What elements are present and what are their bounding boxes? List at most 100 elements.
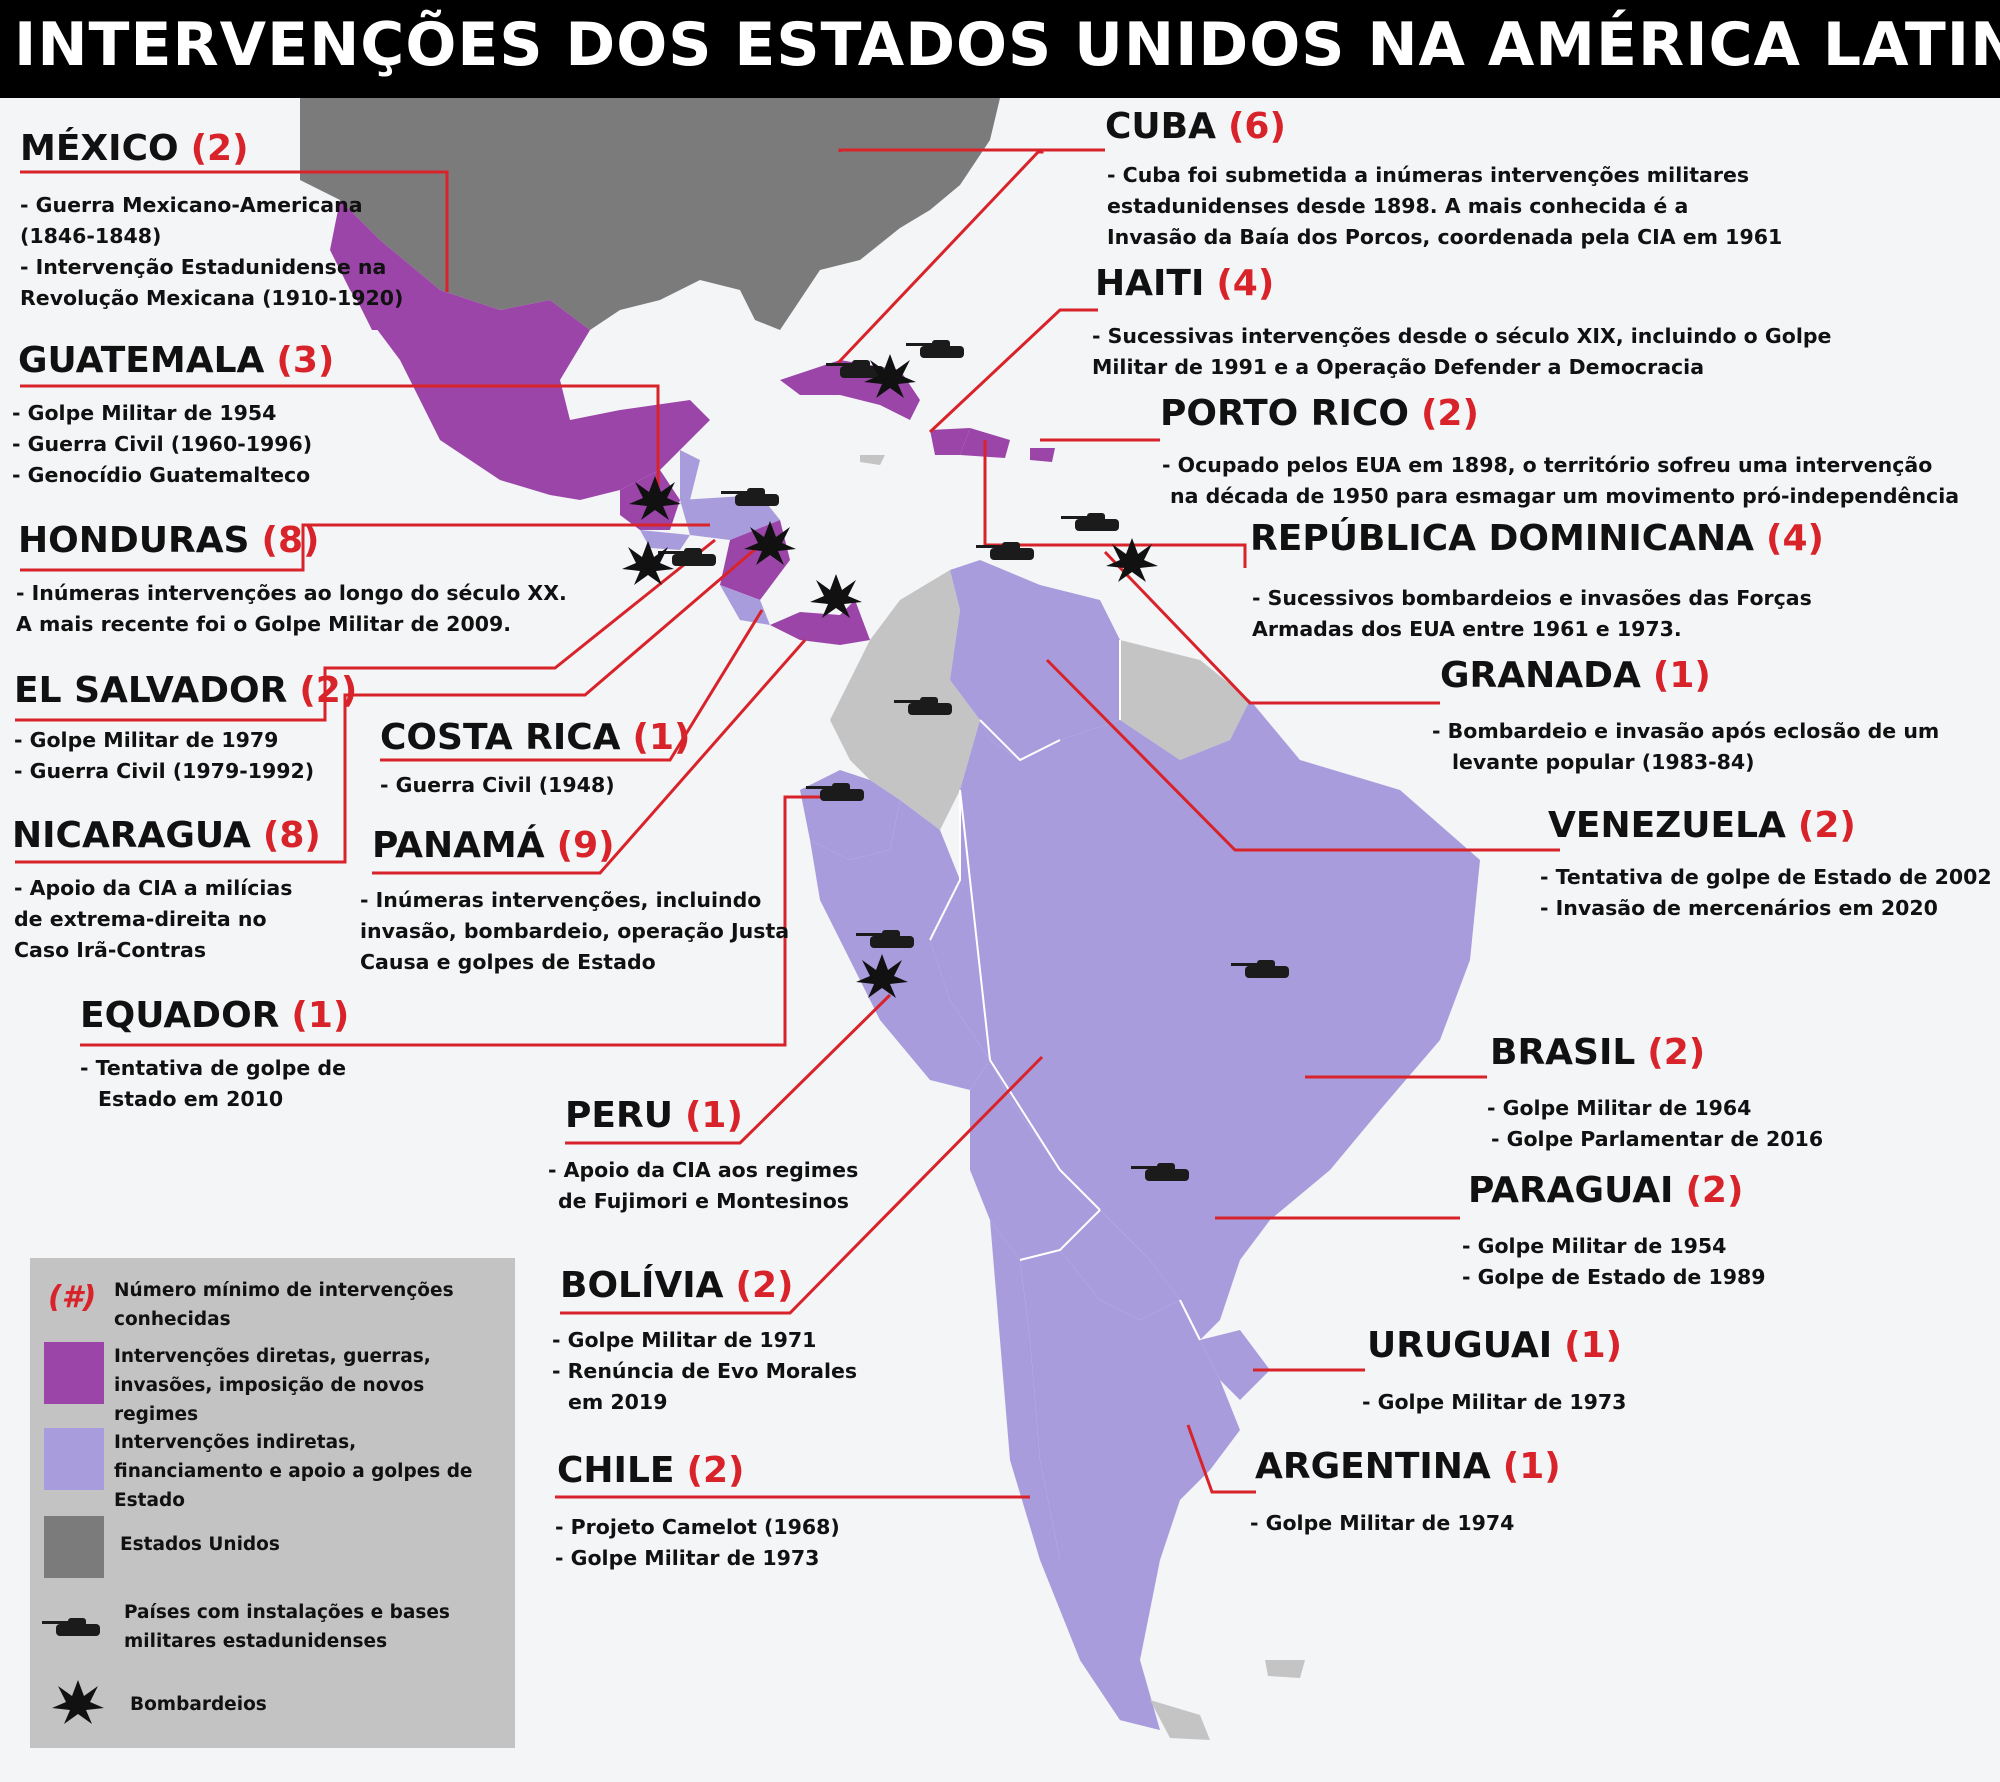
costarica-leader — [380, 609, 764, 762]
intervention-count: (2) — [1647, 1032, 1706, 1073]
description-line: - Apoio da CIA aos regimes — [548, 1158, 859, 1182]
country-borders — [929, 640, 1201, 1341]
country-name: BRASIL — [1490, 1032, 1636, 1073]
intervention-count: (1) — [1564, 1325, 1623, 1366]
description-line: - Golpe de Estado de 1989 — [1462, 1265, 1766, 1289]
label-chile: CHILE (2) — [557, 1450, 744, 1491]
country-name: HONDURAS — [18, 520, 250, 561]
intervention-count: (6) — [1227, 106, 1286, 147]
tank-icon — [42, 1618, 100, 1636]
tank-icon — [1131, 1163, 1189, 1181]
title-bar: INTERVENÇÕES DOS ESTADOS UNIDOS NA AMÉRI… — [0, 0, 2000, 98]
intervention-count: (1) — [291, 995, 350, 1036]
bolivia-region — [970, 1060, 1100, 1260]
label-peru: PERU (1) — [565, 1095, 743, 1136]
tank-icon — [856, 930, 914, 948]
description-line: - Golpe Militar de 1973 — [555, 1546, 820, 1570]
label-haiti: HAITI (4) — [1095, 263, 1274, 304]
description-line: - Golpe Parlamentar de 2016 — [1491, 1127, 1824, 1151]
country-name: CHILE — [557, 1450, 675, 1491]
baja-region — [335, 210, 385, 330]
description-line: - Golpe Militar de 1964 — [1487, 1096, 1752, 1120]
intervention-count: (3) — [276, 340, 335, 381]
label-bolivia: BOLÍVIA (2) — [560, 1265, 793, 1306]
intervention-count: (1) — [1502, 1446, 1561, 1487]
cuba-leader-2 — [836, 148, 1105, 365]
intervention-count: (1) — [632, 717, 691, 758]
description-mexico: - Guerra Mexicano-Americana (1846-1848) - … — [20, 190, 403, 314]
description-brasil: - Golpe Militar de 1964 - Golpe Parlament… — [1487, 1093, 1823, 1155]
description-nicaragua: - Apoio da CIA a milícias de extrema-dire… — [14, 873, 292, 966]
label-elsalvador: EL SALVADOR (2) — [14, 670, 357, 711]
country-name: HAITI — [1095, 263, 1205, 304]
intervention-count: (2) — [735, 1265, 794, 1306]
description-line: - Sucessivas intervenções desde o século… — [1092, 324, 1832, 348]
country-name: MÉXICO — [20, 128, 179, 169]
description-elsalvador: - Golpe Militar de 1979 - Guerra Civil (1… — [14, 725, 314, 787]
explosion-icon — [1106, 538, 1158, 582]
country-name: ARGENTINA — [1255, 1446, 1491, 1487]
explosion-icon — [864, 354, 916, 398]
falklands-region — [1265, 1660, 1305, 1678]
description-chile: - Projeto Camelot (1968) - Golpe Militar … — [555, 1512, 840, 1574]
label-panama: PANAMÁ (9) — [372, 825, 615, 866]
repdominicana-leader — [1000, 543, 1247, 568]
description-line: - Ocupado pelos EUA em 1898, o territóri… — [1162, 453, 1933, 477]
brasil-region — [930, 700, 1480, 1340]
legend: (#) Número mínimo de intervenções conhec… — [30, 1258, 515, 1748]
intervention-count: (2) — [1685, 1170, 1744, 1211]
chile-region — [970, 1090, 1160, 1730]
description-panama: - Inúmeras intervenções, incluindo invasã… — [360, 885, 789, 978]
guianas-region — [1120, 640, 1250, 760]
description-uruguai: - Golpe Militar de 1973 — [1362, 1387, 1626, 1418]
intervention-count: (2) — [190, 128, 249, 169]
legend-count-symbol: (#) — [48, 1280, 97, 1315]
description-cuba: - Cuba foi submetida a inúmeras interven… — [1107, 160, 1782, 253]
country-name: URUGUAI — [1367, 1325, 1553, 1366]
country-name: REPÚBLICA DOMINICANA — [1250, 518, 1755, 559]
description-line: Causa e golpes de Estado — [360, 950, 656, 974]
country-name: CUBA — [1105, 106, 1216, 147]
explosion-icon — [810, 574, 862, 618]
description-line: - Renúncia de Evo Morales — [552, 1359, 858, 1383]
tank-icon — [976, 542, 1034, 560]
description-honduras: - Inúmeras intervenções ao longo do sécu… — [16, 578, 567, 640]
country-name: GRANADA — [1440, 655, 1641, 696]
description-line: - Projeto Camelot (1968) — [555, 1515, 840, 1539]
legend-swatch-indirect — [44, 1428, 104, 1490]
legend-item-bases: Países com instalações e bases militares… — [124, 1602, 450, 1652]
tierra-del-fuego-region — [1150, 1700, 1210, 1740]
label-honduras: HONDURAS (8) — [18, 520, 319, 561]
uruguai-region — [1200, 1330, 1270, 1400]
intervention-count: (1) — [684, 1095, 743, 1136]
intervention-count: (8) — [262, 815, 321, 856]
description-line: - Tentativa de golpe de — [80, 1056, 346, 1080]
label-nicaragua: NICARAGUA (8) — [12, 815, 321, 856]
guatemala-leader — [20, 384, 660, 490]
nicaragua-leader — [15, 543, 761, 864]
description-line: Revolução Mexicana (1910-1920) — [20, 286, 404, 310]
description-line: - Golpe Militar de 1973 — [1362, 1390, 1627, 1414]
haiti-region — [930, 428, 970, 455]
description-line: - Golpe Militar de 1954 — [12, 401, 277, 425]
country-name: EL SALVADOR — [14, 670, 288, 711]
intervention-count: (2) — [1797, 805, 1856, 846]
description-line: - Guerra Civil (1948) — [380, 773, 615, 797]
description-line: A mais recente foi o Golpe Militar de 20… — [16, 612, 512, 636]
country-name: PERU — [565, 1095, 673, 1136]
legend-item-usa: Estados Unidos — [120, 1534, 280, 1555]
country-name: COSTA RICA — [380, 717, 621, 758]
haiti-leader — [928, 308, 1098, 434]
bolivia-leader — [560, 1055, 1044, 1315]
legend-swatch-direct — [44, 1342, 104, 1404]
description-line: - Apoio da CIA a milícias — [14, 876, 293, 900]
description-costarica: - Guerra Civil (1948) — [380, 770, 615, 801]
tank-icon — [906, 340, 964, 358]
description-line: Estado em 2010 — [98, 1087, 284, 1111]
intervention-count: (2) — [686, 1450, 745, 1491]
argentina-leader — [1186, 1424, 1256, 1494]
description-line: - Guerra Mexicano-Americana — [20, 193, 363, 217]
venezuela-region — [950, 560, 1120, 760]
description-line: - Invasão de mercenários em 2020 — [1540, 896, 1938, 920]
description-line: Invasão da Baía dos Porcos, coordenada p… — [1107, 225, 1783, 249]
